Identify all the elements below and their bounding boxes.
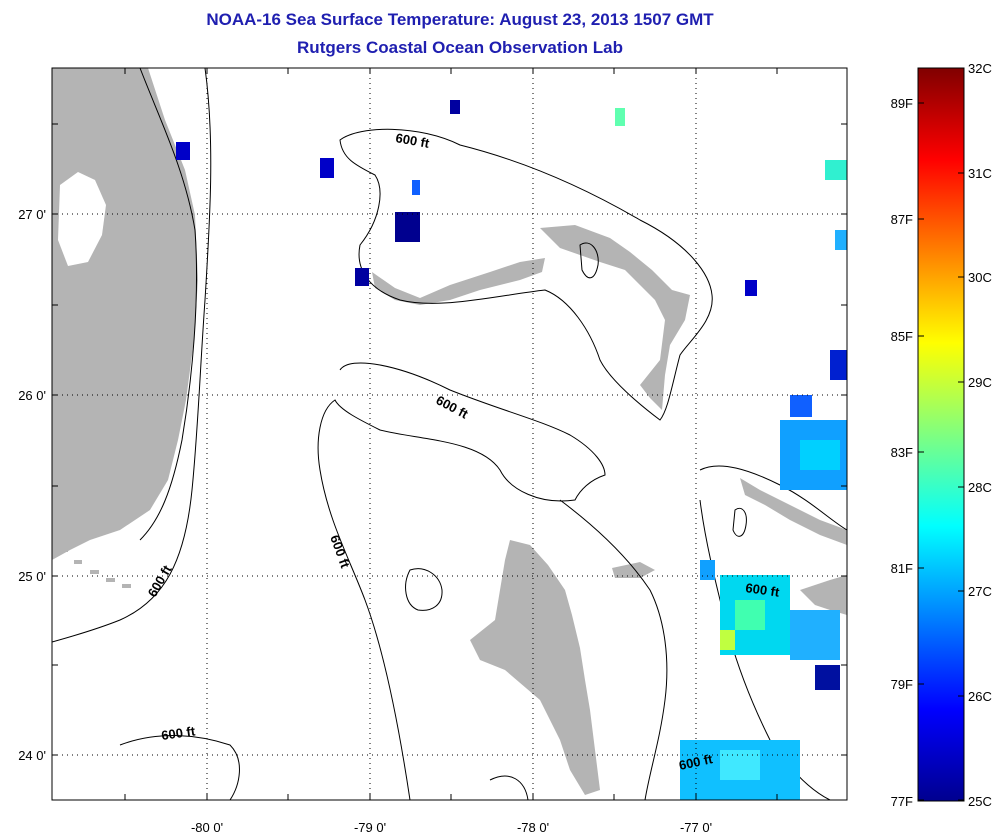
colorbar-fahrenheit-label: 81F: [891, 561, 913, 576]
sst-data-patches: [176, 100, 847, 800]
colorbar-celsius-label: 26C: [968, 689, 992, 704]
colorbar-fahrenheit-label: 77F: [891, 794, 913, 809]
colorbar-celsius-label: 28C: [968, 480, 992, 495]
land-abaco: [540, 225, 690, 410]
lat-label: 27 0': [18, 207, 46, 222]
lon-label: -79 0': [354, 820, 386, 835]
map-title: NOAA-16 Sea Surface Temperature: August …: [206, 10, 714, 29]
land-new-providence: [612, 562, 655, 578]
colorbar: [917, 67, 965, 802]
land-grand-bahama: [372, 258, 545, 305]
colorbar-fahrenheit-label: 79F: [891, 677, 913, 692]
lat-label: 24 0': [18, 748, 46, 763]
colorbar-celsius-label: 31C: [968, 166, 992, 181]
lake-okeechobee: [58, 172, 106, 266]
lat-label: 26 0': [18, 388, 46, 403]
colorbar-celsius-label: 30C: [968, 270, 992, 285]
map-subtitle: Rutgers Coastal Ocean Observation Lab: [297, 38, 623, 57]
grid-lines: [52, 68, 847, 800]
colorbar-fahrenheit-label: 87F: [891, 212, 913, 227]
colorbar-celsius-label: 25C: [968, 794, 992, 809]
lon-label: -78 0': [517, 820, 549, 835]
lat-label: 25 0': [18, 569, 46, 584]
land-andros: [470, 540, 600, 795]
colorbar-fahrenheit-label: 89F: [891, 96, 913, 111]
lon-label: -77 0': [680, 820, 712, 835]
contour-label: 600 ft: [745, 580, 781, 600]
colorbar-ticks: [918, 67, 964, 801]
contour-label: 600 ft: [678, 751, 715, 773]
map-frame: [51, 67, 848, 801]
colorbar-celsius-label: 29C: [968, 375, 992, 390]
lon-label: -80 0': [191, 820, 223, 835]
colorbar-fahrenheit-label: 83F: [891, 445, 913, 460]
contour-label: 600 ft: [394, 130, 431, 151]
contour-label: 600 ft: [160, 723, 196, 743]
colorbar-celsius-label: 27C: [968, 584, 992, 599]
colorbar-fahrenheit-label: 85F: [891, 329, 913, 344]
axis-ticks: [52, 68, 847, 800]
land-exuma: [800, 575, 847, 615]
colorbar-celsius-label: 32C: [968, 61, 992, 76]
land-eleuthera: [740, 478, 847, 545]
land-florida-keys: [60, 548, 131, 588]
